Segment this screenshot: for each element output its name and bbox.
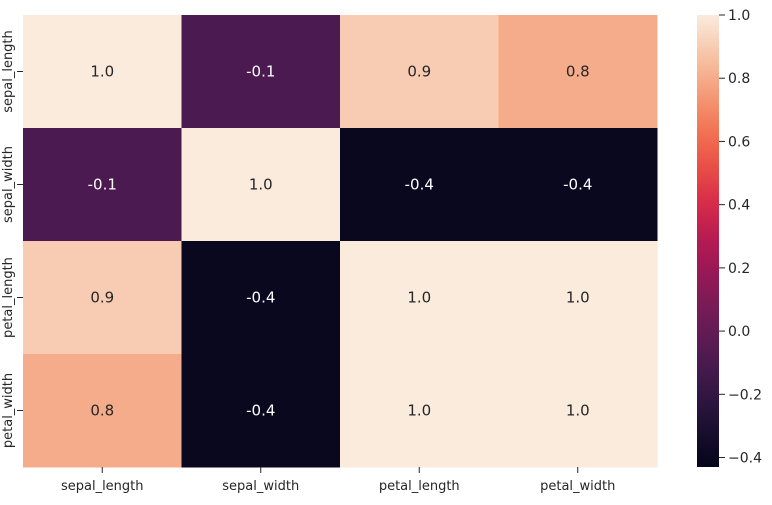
- colorbar-tick-label: 0.4: [728, 198, 750, 214]
- colorbar-tick-label: −0.2: [728, 387, 762, 403]
- cell-annotation: -0.4: [563, 176, 592, 194]
- x-tick-label: sepal_width: [222, 479, 299, 494]
- colorbar-tick-label: 0.8: [728, 71, 750, 87]
- cell-annotation: 1.0: [566, 289, 590, 307]
- y-tick-label: petal_length: [1, 257, 16, 338]
- y-tick-label: petal_width: [1, 373, 16, 448]
- cell-annotation: 1.0: [90, 63, 114, 81]
- cell-annotation: 0.8: [566, 63, 590, 81]
- y-axis: sepal_length sepal_width petal_lengthpetal…: [1, 30, 23, 448]
- heatmap-cell: [340, 354, 499, 468]
- colorbar: −0.4 −0.2 0.0 0.2 0.4 0.6 0.8 1.0: [697, 8, 762, 467]
- x-tick-label: petal_width: [540, 479, 615, 494]
- colorbar-tick-label: 0.0: [728, 324, 750, 340]
- heatmap-cell: [340, 15, 499, 129]
- heatmap-cell: [181, 15, 341, 129]
- cell-annotation: -0.4: [405, 176, 434, 194]
- heatmap-cell: [181, 241, 341, 355]
- cell-annotation: 0.8: [90, 402, 114, 420]
- cell-annotation: 0.9: [90, 289, 114, 307]
- cell-annotation: 1.0: [249, 176, 273, 194]
- cell-annotation: -0.4: [246, 402, 275, 420]
- heatmap-cell: [498, 354, 658, 468]
- x-tick-label: petal_length: [379, 479, 460, 494]
- heatmap-cell: [23, 128, 182, 242]
- cell-annotation: -0.4: [246, 289, 275, 307]
- heatmap-cell: [23, 15, 182, 129]
- heatmap-cell: [181, 128, 341, 242]
- heatmap-cell: [23, 241, 182, 355]
- heatmap-cell: [498, 15, 658, 129]
- cell-annotation: 1.0: [407, 402, 431, 420]
- heatmap-cell: [498, 241, 658, 355]
- colorbar-tick-label: 0.2: [728, 261, 750, 277]
- cell-annotation: 1.0: [407, 289, 431, 307]
- colorbar-tick-label: −0.4: [728, 451, 762, 467]
- cell-annotation: -0.1: [246, 63, 275, 81]
- heatmap-cells: [23, 15, 658, 468]
- y-tick-label: sepal_width: [1, 146, 16, 223]
- x-axis: sepal_length sepal_width petal_length petal…: [61, 467, 615, 494]
- heatmap-cell: [498, 128, 658, 242]
- heatmap-cell: [340, 241, 499, 355]
- heatmap-cell: [340, 128, 499, 242]
- colorbar-tick-label: 1.0: [728, 8, 750, 24]
- heatmap-annotations: 1.0 -0.1 0.9 0.8 -0.1 1.0 -0.4 -0.4 0.9 -0.4 1.0 1.…: [88, 63, 593, 420]
- colorbar-gradient: [697, 15, 719, 467]
- y-tick-label: sepal_length: [1, 30, 16, 113]
- x-tick-label: sepal_length: [61, 479, 144, 494]
- cell-annotation: 0.9: [407, 63, 431, 81]
- cell-annotation: -0.1: [88, 176, 117, 194]
- colorbar-tick-label: 0.6: [728, 134, 750, 150]
- heatmap-cell: [181, 354, 341, 468]
- colorbar-ticks: −0.4 −0.2 0.0 0.2 0.4 0.6 0.8 1.0: [719, 8, 762, 467]
- cell-annotation: 1.0: [566, 402, 590, 420]
- heatmap-cell: [23, 354, 182, 468]
